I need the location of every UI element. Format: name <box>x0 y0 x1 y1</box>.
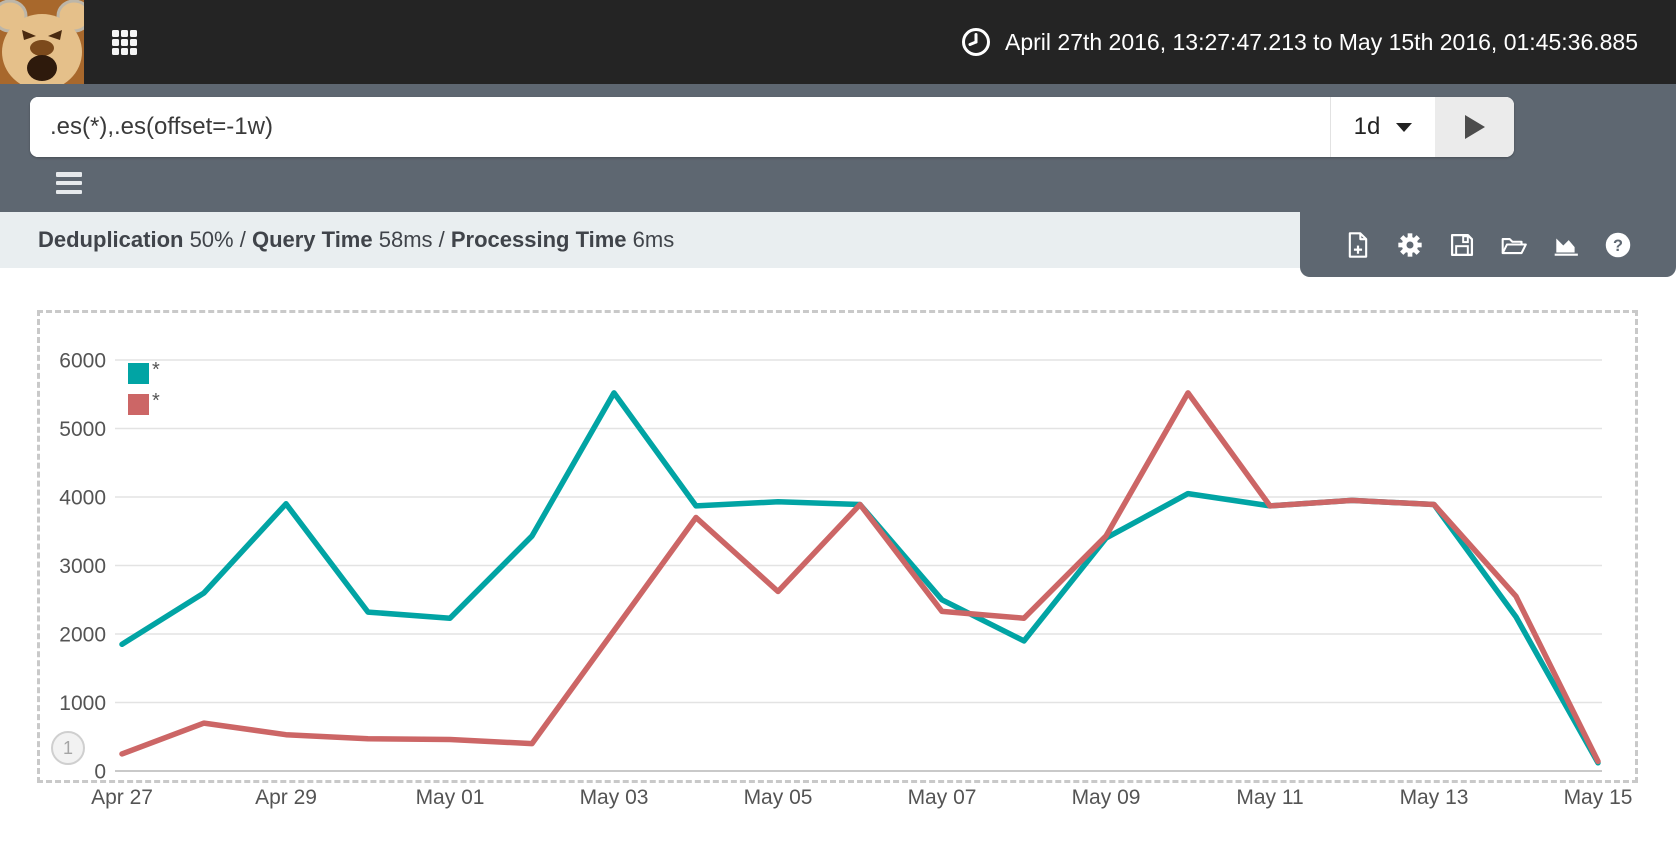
help-icon: ? <box>1605 232 1631 257</box>
stats-separator: / <box>432 227 451 252</box>
chart-mode-button[interactable] <box>1552 231 1580 259</box>
x-axis-tick-label: May 11 <box>1236 786 1304 809</box>
stat-label: Query Time <box>251 227 373 252</box>
query-toolbar: 1d <box>0 84 1676 212</box>
y-axis-tick-label: 6000 <box>59 350 106 373</box>
stat-value: 6ms <box>626 227 675 252</box>
x-axis-tick-label: May 09 <box>1071 786 1141 809</box>
options-button[interactable] <box>1396 231 1424 259</box>
stat-label: Deduplication <box>38 227 184 252</box>
legend-label: * <box>152 359 160 381</box>
new-document-icon <box>1348 231 1368 258</box>
x-axis-tick-label: May 13 <box>1399 786 1469 809</box>
stats-separator: / <box>233 227 252 252</box>
timelion-chart-panel[interactable]: 0 1000 2000 3000 4000 5000 6000 * * <box>37 310 1638 783</box>
play-icon <box>1464 115 1485 139</box>
series-line <box>119 390 1601 766</box>
interval-value: 1d <box>1353 113 1381 140</box>
gear-icon <box>1398 232 1422 257</box>
x-axis-tick-label: May 03 <box>579 786 649 809</box>
run-query-button[interactable] <box>1435 97 1514 157</box>
stats-text: Deduplication 50% / Query Time 58ms / Pr… <box>38 212 674 268</box>
query-input[interactable] <box>30 97 1330 157</box>
chart-svg: 0 1000 2000 3000 4000 5000 6000 <box>59 350 1602 781</box>
x-axis-labels: Apr 27 Apr 29 May 01 May 03 May 05 May 07 May … <box>40 786 1635 812</box>
save-sheet-button[interactable] <box>1448 231 1476 259</box>
x-axis-tick-label: Apr 27 <box>91 786 153 809</box>
legend-item: * <box>128 390 160 416</box>
stat-label: Processing Time <box>450 227 627 252</box>
svg-text:?: ? <box>1613 236 1623 254</box>
chart-legend: * * <box>128 359 160 416</box>
y-axis-tick-label: 0 <box>94 761 106 781</box>
open-sheet-button[interactable] <box>1500 231 1528 259</box>
menu-icon[interactable] <box>56 172 82 194</box>
clock-icon <box>962 28 990 56</box>
folder-open-icon <box>1501 237 1527 254</box>
y-axis-tick-label: 2000 <box>59 624 106 647</box>
x-axis-tick-label: May 05 <box>743 786 813 809</box>
x-axis-tick-label: May 15 <box>1563 786 1633 809</box>
time-range-picker[interactable]: April 27th 2016, 13:27:47.213 to May 15t… <box>961 0 1638 84</box>
new-sheet-button[interactable] <box>1344 231 1372 259</box>
legend-item: * <box>128 359 160 385</box>
legend-label: * <box>152 390 160 412</box>
stat-value: 58ms <box>372 227 433 252</box>
interval-dropdown[interactable]: 1d <box>1330 97 1435 157</box>
sheet-page-badge[interactable]: 1 <box>51 731 85 765</box>
y-axis-tick-label: 1000 <box>59 692 106 715</box>
top-bar: April 27th 2016, 13:27:47.213 to May 15t… <box>0 0 1676 84</box>
x-axis-tick-label: Apr 29 <box>255 786 317 809</box>
x-axis-tick-label: May 07 <box>907 786 977 809</box>
series-line <box>119 390 1601 765</box>
save-icon <box>1450 233 1474 256</box>
y-axis-tick-label: 5000 <box>59 418 106 441</box>
stat-value: 50% <box>183 227 234 252</box>
time-range-text: April 27th 2016, 13:27:47.213 to May 15t… <box>1005 28 1638 55</box>
legend-swatch <box>128 394 149 415</box>
apps-grid-icon[interactable] <box>112 30 137 55</box>
area-chart-icon <box>1554 238 1578 256</box>
legend-swatch <box>128 363 149 384</box>
y-axis-tick-label: 3000 <box>59 555 106 578</box>
help-button[interactable]: ? <box>1604 231 1632 259</box>
timelion-bear-logo[interactable] <box>0 0 84 84</box>
query-input-group: 1d <box>30 97 1514 157</box>
y-axis-tick-label: 4000 <box>59 487 106 510</box>
x-axis-tick-label: May 01 <box>415 786 485 809</box>
chevron-down-icon <box>1396 122 1413 132</box>
sheet-action-bar: ? <box>1300 212 1676 277</box>
